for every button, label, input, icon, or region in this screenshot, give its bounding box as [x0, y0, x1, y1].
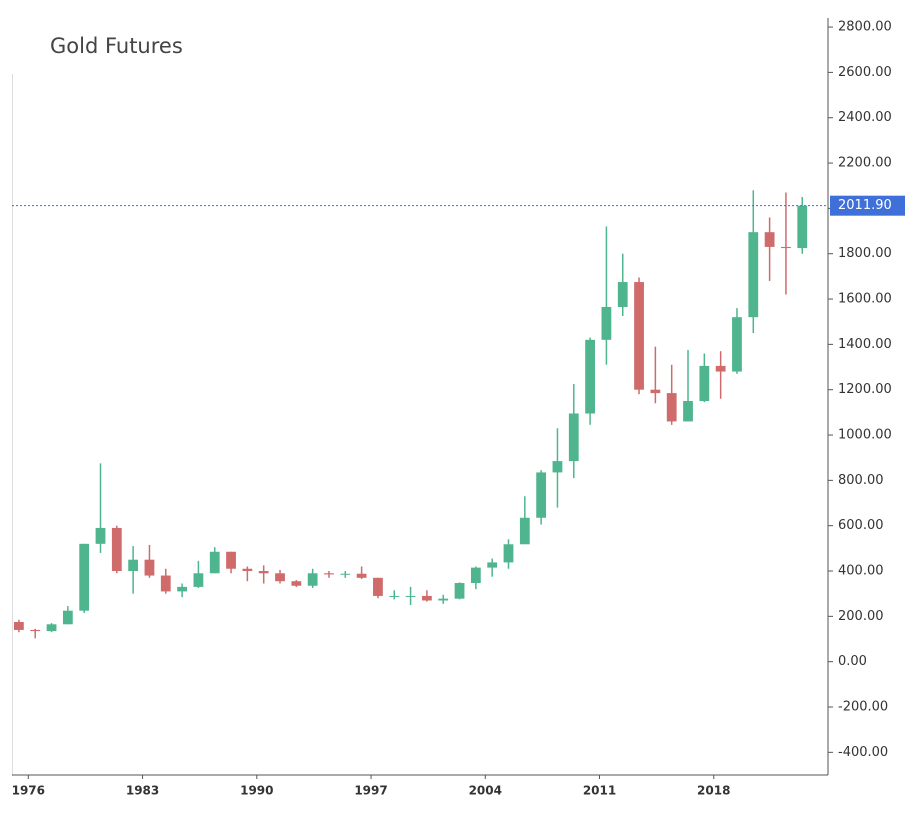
y-tick-label: 1600.00 — [838, 292, 892, 307]
candle-body — [454, 583, 465, 599]
candle-body — [46, 624, 57, 632]
candle-body — [291, 581, 302, 586]
candle-body — [519, 517, 530, 545]
candle-body — [568, 413, 579, 462]
y-tick-label: 2600.00 — [838, 65, 892, 80]
candle-body — [666, 393, 677, 422]
candle-body — [275, 573, 285, 582]
x-tick-label: 1976 — [12, 784, 45, 798]
candle-body — [503, 544, 514, 563]
candle-body — [422, 595, 432, 601]
y-tick-label: 400.00 — [838, 564, 884, 579]
y-tick-label: 2400.00 — [838, 110, 892, 125]
candle-body — [242, 568, 253, 572]
candle-body — [552, 461, 563, 473]
candle-body — [324, 573, 334, 575]
x-tick-label: 1990 — [240, 784, 273, 798]
candle-body — [487, 562, 498, 568]
candle-body — [781, 246, 791, 249]
y-tick-label: 1400.00 — [838, 337, 892, 352]
candle-body — [732, 317, 742, 372]
candle-body — [683, 401, 693, 422]
x-tick-label: 2004 — [469, 784, 502, 798]
candle-body — [650, 389, 661, 394]
candle-body — [226, 551, 236, 569]
candle-body — [79, 543, 90, 611]
candle-body — [95, 527, 106, 544]
candle-body — [389, 595, 400, 597]
candle-body — [715, 365, 726, 372]
candle-body — [14, 622, 24, 630]
candle-body — [536, 472, 547, 518]
y-tick-label: 1800.00 — [838, 246, 892, 261]
candle-body — [585, 339, 595, 414]
last-price-box — [830, 195, 905, 216]
candle-body — [438, 598, 449, 601]
y-tick-label: 800.00 — [838, 473, 884, 488]
x-tick-label: 1997 — [354, 784, 387, 798]
x-tick-label: 1983 — [126, 784, 159, 798]
candle-body — [797, 205, 808, 249]
candle-body — [111, 527, 122, 572]
candle-body — [177, 586, 187, 592]
candle-body — [405, 595, 416, 597]
candle-body — [340, 573, 351, 575]
candle-body — [62, 610, 73, 625]
x-tick-label: 2011 — [583, 784, 616, 798]
candle-body — [160, 575, 171, 592]
candle-body — [470, 567, 481, 584]
candle-body — [617, 282, 628, 307]
candle-body — [373, 577, 383, 596]
candle-body — [601, 306, 612, 340]
candle-body — [764, 232, 775, 247]
last-price-label: 2011.90 — [838, 198, 892, 213]
candle-body — [258, 571, 269, 574]
candle-body — [209, 551, 220, 574]
candle-body — [307, 573, 318, 586]
frame-left — [12, 74, 13, 776]
y-tick-label: 2200.00 — [838, 156, 892, 171]
x-tick-label: 2018 — [697, 784, 730, 798]
y-tick-label: 200.00 — [838, 609, 884, 624]
candle-body — [699, 365, 710, 402]
y-tick-label: 600.00 — [838, 518, 884, 533]
candle-body — [634, 282, 644, 390]
y-tick-label: 0.00 — [838, 654, 867, 669]
candle-body — [748, 232, 759, 318]
candle-body — [356, 573, 367, 578]
candle-body — [193, 573, 204, 587]
y-tick-label: 2800.00 — [838, 20, 892, 35]
y-tick-label: -200.00 — [838, 700, 888, 715]
y-tick-label: 1200.00 — [838, 382, 892, 397]
candle-body — [30, 629, 41, 632]
chart-title: Gold Futures — [50, 34, 183, 58]
y-tick-label: -400.00 — [838, 745, 888, 760]
candle-body — [144, 559, 155, 576]
candle-body — [128, 559, 139, 572]
y-tick-label: 1000.00 — [838, 428, 892, 443]
